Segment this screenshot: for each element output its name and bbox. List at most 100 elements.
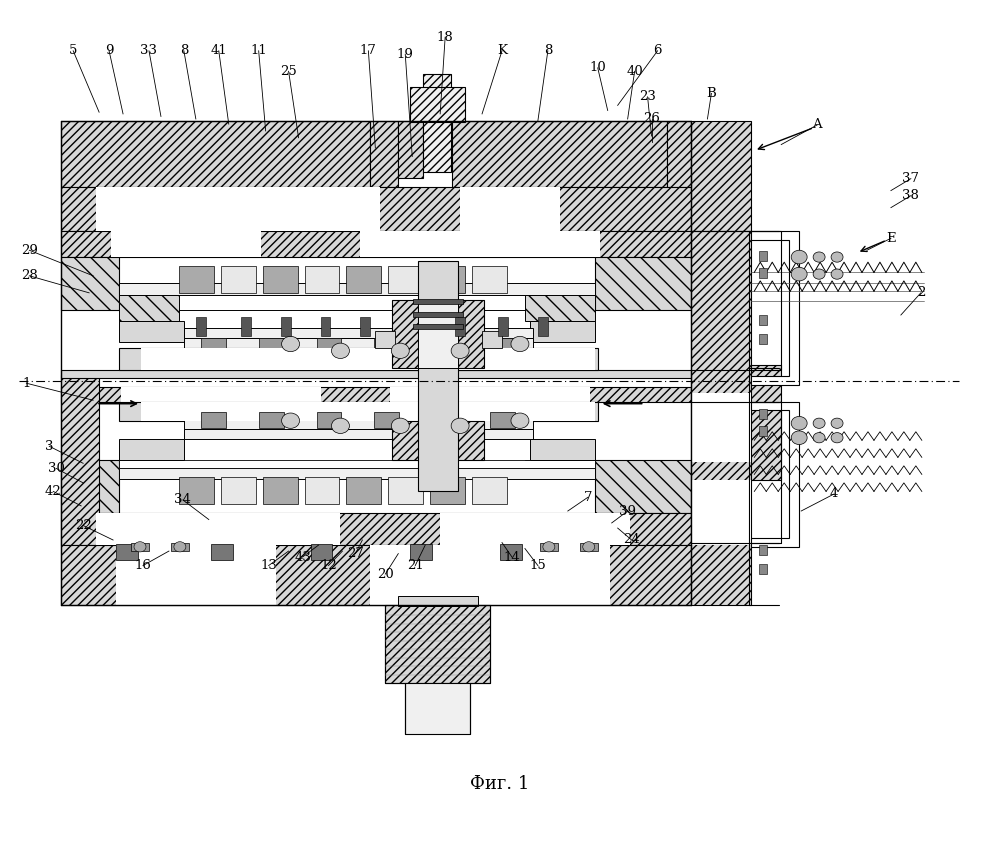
Bar <box>418 299 458 368</box>
Bar <box>141 348 595 369</box>
Bar <box>360 232 600 257</box>
Bar <box>525 296 595 321</box>
Text: B: B <box>707 87 716 100</box>
Bar <box>119 402 598 421</box>
Bar <box>751 365 781 481</box>
Bar <box>759 563 767 574</box>
Text: 10: 10 <box>589 62 606 74</box>
Bar <box>398 121 423 178</box>
Text: 22: 22 <box>75 519 92 532</box>
Text: 27: 27 <box>347 547 364 560</box>
Bar <box>184 429 533 439</box>
Text: 4: 4 <box>830 487 838 500</box>
Bar <box>490 412 515 428</box>
Text: 3: 3 <box>45 439 54 453</box>
Bar <box>263 477 298 504</box>
Bar <box>388 266 423 293</box>
Bar <box>305 266 339 293</box>
Circle shape <box>791 416 807 430</box>
Circle shape <box>511 336 529 351</box>
Bar <box>530 321 595 342</box>
Text: 1: 1 <box>22 377 31 390</box>
Bar <box>119 348 598 369</box>
Bar <box>460 187 560 232</box>
Circle shape <box>791 431 807 445</box>
Bar <box>385 604 490 683</box>
Text: 7: 7 <box>584 491 592 504</box>
Text: A: A <box>812 119 822 132</box>
Polygon shape <box>751 402 799 547</box>
Bar <box>452 121 667 187</box>
Text: 33: 33 <box>140 44 157 57</box>
Circle shape <box>391 418 409 433</box>
Bar <box>525 460 595 475</box>
Bar <box>61 374 99 545</box>
Bar <box>423 74 451 172</box>
Text: 5: 5 <box>69 44 77 57</box>
Bar <box>119 296 595 310</box>
Bar <box>472 266 507 293</box>
Text: 34: 34 <box>174 493 191 506</box>
Bar <box>498 316 508 336</box>
Bar <box>263 266 298 293</box>
Bar <box>241 316 251 336</box>
Text: 14: 14 <box>504 551 520 563</box>
Bar <box>410 545 432 559</box>
Bar <box>432 338 457 355</box>
Bar <box>184 338 533 348</box>
Bar <box>61 121 370 187</box>
Bar <box>119 460 595 469</box>
Bar <box>184 327 533 338</box>
Text: E: E <box>886 232 896 245</box>
Bar <box>413 324 463 329</box>
Bar <box>538 316 548 336</box>
Bar <box>196 316 206 336</box>
Circle shape <box>451 418 469 433</box>
Bar <box>595 257 691 310</box>
Bar <box>211 545 233 559</box>
Text: Фиг. 1: Фиг. 1 <box>470 775 530 793</box>
Text: 8: 8 <box>180 44 188 57</box>
Bar <box>346 477 381 504</box>
Bar <box>375 331 395 348</box>
Bar <box>413 311 463 316</box>
Text: 18: 18 <box>437 31 454 44</box>
Circle shape <box>451 343 469 358</box>
Text: 38: 38 <box>902 189 919 202</box>
Bar <box>691 481 751 545</box>
Bar <box>759 426 767 436</box>
Text: 42: 42 <box>45 485 62 498</box>
Bar <box>179 266 214 293</box>
Bar <box>472 477 507 504</box>
Text: 24: 24 <box>623 534 640 546</box>
Bar <box>61 460 119 513</box>
Text: 39: 39 <box>619 504 636 517</box>
Bar <box>119 321 184 342</box>
Bar <box>482 331 502 348</box>
Text: 28: 28 <box>21 269 38 282</box>
Bar <box>171 543 189 551</box>
Bar <box>61 386 691 402</box>
Bar <box>131 543 149 551</box>
Text: 23: 23 <box>639 91 656 103</box>
Text: 6: 6 <box>653 44 662 57</box>
Bar <box>530 439 595 460</box>
Circle shape <box>813 269 825 280</box>
Bar <box>201 412 226 428</box>
Text: 13: 13 <box>260 559 277 572</box>
Circle shape <box>282 336 300 351</box>
Bar <box>61 232 691 257</box>
Text: K: K <box>497 44 507 57</box>
Bar <box>221 266 256 293</box>
Bar <box>392 421 484 460</box>
Polygon shape <box>751 232 799 385</box>
Circle shape <box>511 413 529 428</box>
Text: 41: 41 <box>210 44 227 57</box>
Text: 11: 11 <box>250 44 267 57</box>
Bar <box>500 545 522 559</box>
Bar <box>317 412 341 428</box>
Circle shape <box>791 251 807 264</box>
Bar <box>96 513 340 545</box>
Bar <box>388 477 423 504</box>
Bar <box>390 386 590 402</box>
